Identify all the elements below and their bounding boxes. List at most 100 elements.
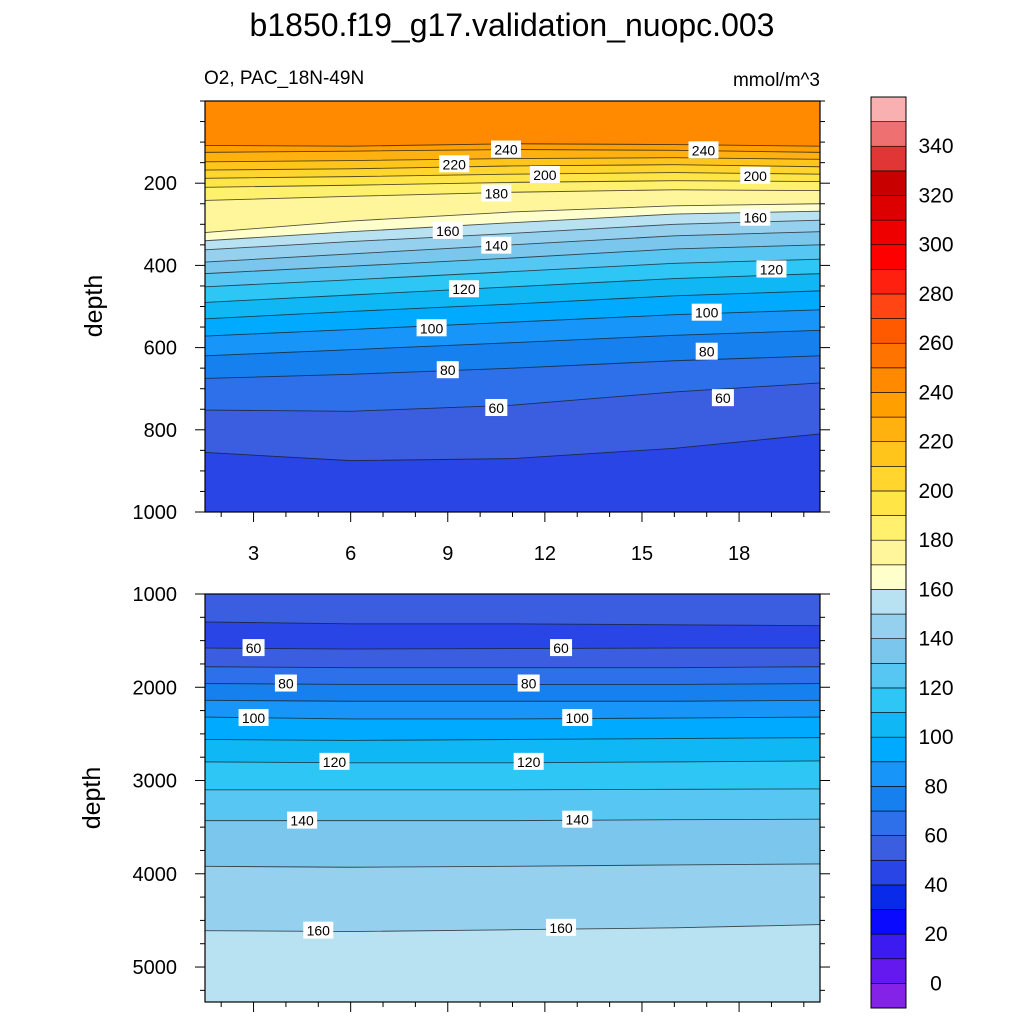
colorbar-tick-label: 340 <box>918 135 953 158</box>
upper-plot-area: 240 240 220 200 200 180 160 160 140 120 120 100 100 8… <box>205 101 820 512</box>
contour-label-text: 80 <box>521 676 537 692</box>
contour-label-text: 120 <box>452 281 476 297</box>
contour-label: 140 <box>562 810 593 828</box>
contour-label: 80 <box>517 674 540 692</box>
y-tick-label: 2000 <box>133 677 178 699</box>
colorbar-swatch <box>870 466 907 492</box>
contour-label: 240 <box>688 141 719 159</box>
contour-line <box>205 760 820 764</box>
contour-line <box>205 290 820 320</box>
y-tick-label: 600 <box>144 338 177 360</box>
contour-label-text: 120 <box>760 262 784 278</box>
x-tick-label: 9 <box>442 543 453 565</box>
contour-label: 80 <box>436 361 459 379</box>
contour-label-box <box>436 361 459 379</box>
contour-label-box <box>287 811 318 829</box>
colorbar-tick-label: 180 <box>918 529 953 552</box>
contour-label: 60 <box>485 399 508 417</box>
colorbar-swatch <box>870 761 907 787</box>
colorbar-swatch <box>870 195 907 221</box>
colorbar-swatch <box>870 564 907 590</box>
contour-label-text: 220 <box>443 156 467 172</box>
colorbar-tick-label: 20 <box>924 923 947 946</box>
lower-panel: 60 60 80 80 100 100 120 120 140 140 160 160 1000 2000… <box>133 584 830 1012</box>
colorbar-swatch <box>870 835 907 861</box>
contour-label-box <box>691 303 722 321</box>
colorbar-swatch <box>870 909 907 935</box>
y-tick-label: 400 <box>144 255 177 277</box>
colorbar-swatch <box>870 121 907 147</box>
contour-label-text: 240 <box>494 141 518 157</box>
variable-label: O2, PAC_18N-49N <box>204 68 364 89</box>
contour-label: 60 <box>550 639 573 657</box>
colorbar: 0 20 40 60 80 100 120 140 160 180 200 220 240 260 280 3… <box>870 96 954 1009</box>
contour-label-text: 100 <box>420 320 444 336</box>
contour-label: 240 <box>491 140 522 158</box>
contour-label-text: 160 <box>307 923 331 939</box>
colorbar-tick-label: 280 <box>918 283 953 306</box>
contour-line <box>205 863 820 868</box>
colorbar-swatch <box>870 884 907 910</box>
contour-label-text: 80 <box>440 362 456 378</box>
colorbar-tick-label: 80 <box>924 775 947 798</box>
contour-label-box <box>491 140 522 158</box>
contour-label-box <box>546 918 577 936</box>
contour-label-box <box>562 810 593 828</box>
colorbar-swatch <box>870 170 907 196</box>
contour-label-box <box>485 399 508 417</box>
colorbar-swatch <box>870 712 907 738</box>
contour-label: 100 <box>562 709 593 727</box>
contour-label: 120 <box>756 260 787 278</box>
colorbar-tick-label: 220 <box>918 431 953 454</box>
contour-label: 60 <box>711 389 734 407</box>
colorbar-swatch <box>870 662 907 689</box>
contour-label-text: 60 <box>246 640 262 656</box>
colorbar-swatch <box>870 441 907 467</box>
contour-label-box <box>319 752 350 770</box>
contour-label-text: 160 <box>549 920 573 936</box>
colorbar-swatch <box>870 983 907 1009</box>
contour-label: 80 <box>695 342 718 360</box>
contour-label-box <box>711 389 734 407</box>
contour-label-box <box>740 208 771 226</box>
colorbar-swatch <box>870 392 907 418</box>
contour-label: 120 <box>513 752 544 770</box>
contour-label: 160 <box>303 921 334 939</box>
contour-label: 220 <box>439 155 470 173</box>
colorbar-swatch <box>870 786 907 812</box>
contour-label: 60 <box>242 639 265 657</box>
colorbar-tick-label: 0 <box>930 972 942 995</box>
contour-label-text: 200 <box>744 168 768 184</box>
colorbar-tick-label: 320 <box>918 184 953 207</box>
contour-line <box>205 189 820 201</box>
contour-line <box>205 329 820 357</box>
contour-line <box>205 737 820 741</box>
contour-label-text: 80 <box>699 344 715 360</box>
y-tick-label: 200 <box>144 173 177 195</box>
contour-label: 100 <box>238 709 269 727</box>
colorbar-swatch <box>870 244 907 270</box>
contour-label-box <box>481 184 512 202</box>
contour-line <box>205 219 820 251</box>
contour-label-text: 120 <box>517 754 541 770</box>
contour-label-text: 240 <box>692 142 716 158</box>
contour-label-text: 100 <box>242 710 266 726</box>
y-tick-label: 4000 <box>133 864 178 886</box>
contour-label: 180 <box>481 184 512 202</box>
contour-label-box <box>242 639 265 657</box>
contour-fill-band <box>205 433 820 512</box>
x-tick-label: 3 <box>248 543 259 565</box>
contour-line <box>205 210 820 242</box>
colorbar-tick-label: 240 <box>918 381 953 404</box>
contour-label-box <box>740 166 771 184</box>
contour-line <box>205 355 820 379</box>
contour-label: 80 <box>274 674 297 692</box>
contour-label-text: 60 <box>489 400 505 416</box>
colorbar-swatch <box>870 589 907 615</box>
contour-line <box>205 244 820 275</box>
contour-line <box>205 180 820 188</box>
contour-label-box <box>688 141 719 159</box>
colorbar-swatch <box>870 638 907 664</box>
contour-line <box>205 433 820 462</box>
